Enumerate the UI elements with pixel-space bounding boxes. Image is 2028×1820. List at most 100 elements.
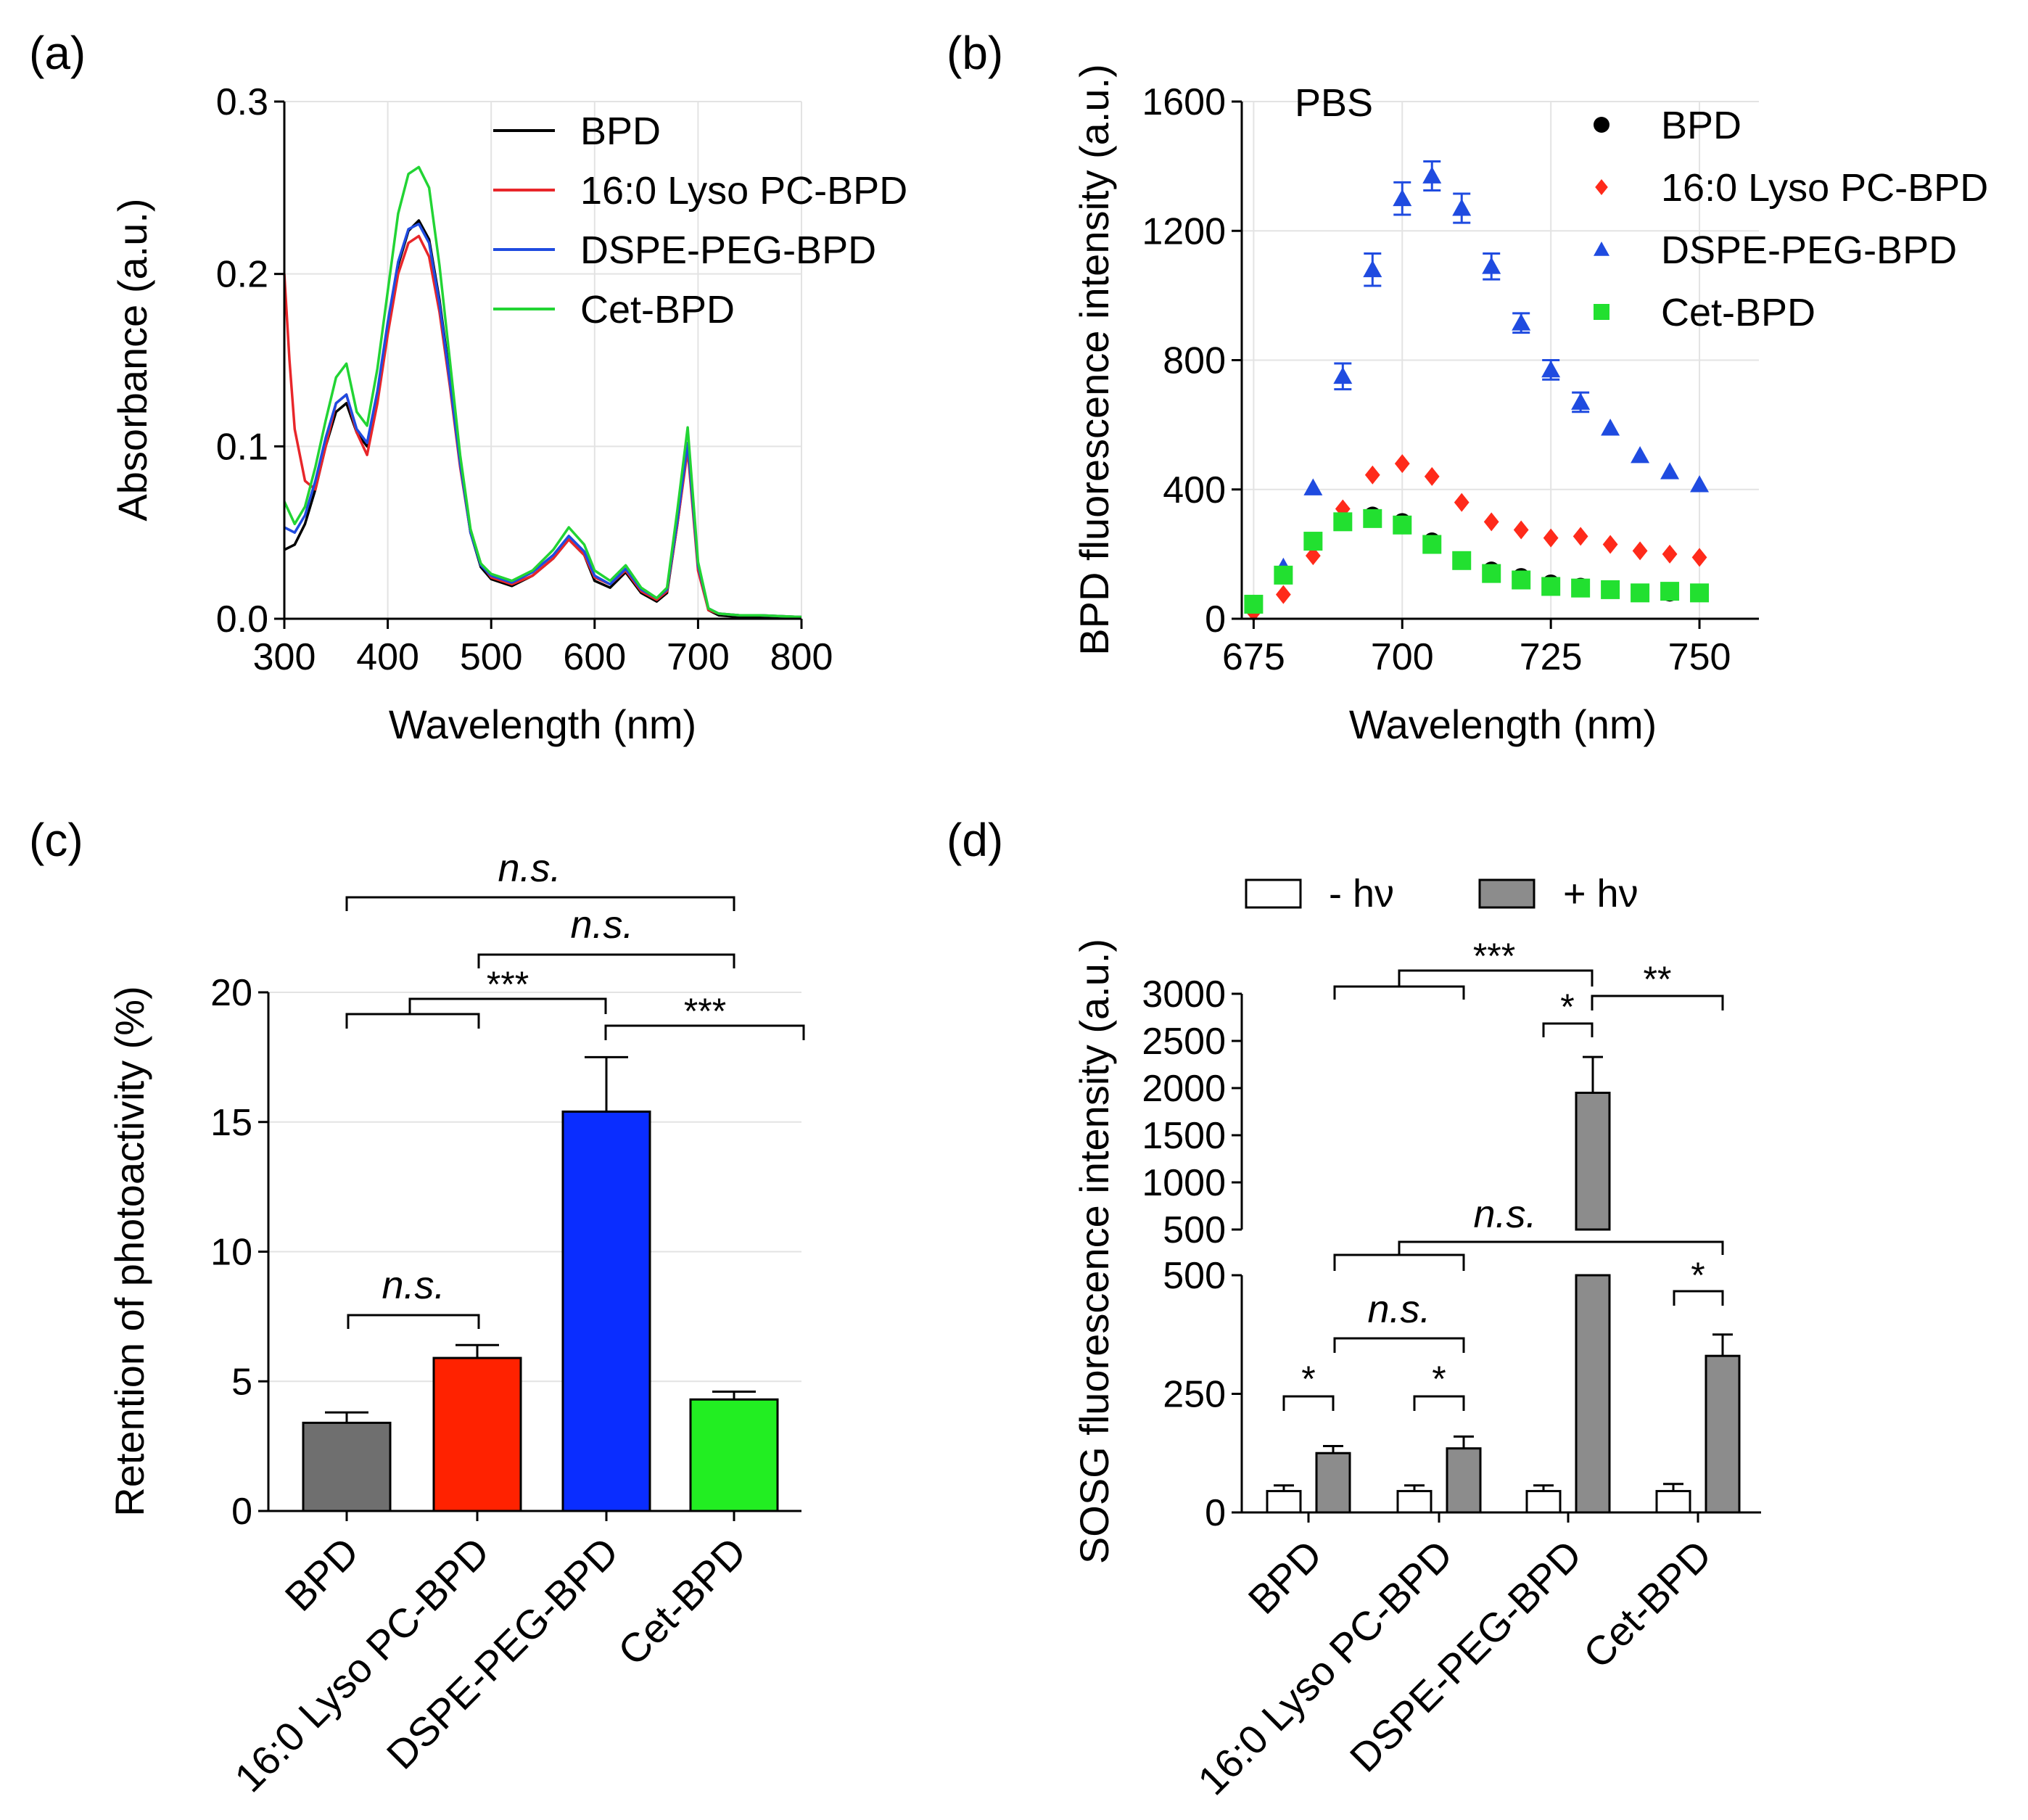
panel-label-a: (a) (29, 27, 86, 79)
legend-marker-b-0 (1594, 117, 1609, 133)
bar-d-0-2 (1525, 1490, 1562, 1514)
point-b-2 (1690, 475, 1710, 493)
legend-label-b-1: 16:0 Lyso PC-BPD (1661, 166, 1988, 210)
bracket-d-bpd-lyso (1333, 1337, 1465, 1353)
y-tick-label-a: 0.1 (216, 426, 268, 468)
x-axis-label-b: Wavelength (nm) (1349, 701, 1657, 747)
y-tick-label-d-upper: 2000 (1142, 1068, 1226, 1110)
bracket-bpd-lyso-group (345, 1013, 480, 1029)
y-tick-label-b: 1600 (1142, 81, 1226, 123)
bracket-group-dspe (408, 997, 607, 1014)
legend-label-minus-hv: - hν (1329, 872, 1394, 915)
point-b-2 (1363, 260, 1382, 278)
point-b-1 (1572, 527, 1588, 546)
x-tick-label-b: 675 (1222, 636, 1285, 678)
panel-label-b: (b) (947, 27, 1003, 79)
sig-d-lyso-pair: * (1432, 1359, 1446, 1399)
y-tick-label-c: 0 (231, 1491, 252, 1533)
point-b-3 (1571, 578, 1591, 598)
bar-d-lower-1-2 (1575, 1274, 1611, 1514)
x-tick-label-b: 725 (1520, 636, 1583, 678)
y-tick-label-d-upper: 3000 (1142, 973, 1226, 1016)
bar-d-upper-1-2 (1575, 1092, 1611, 1231)
point-b-3 (1244, 594, 1264, 614)
y-axis-label-d: SOSG fluorescence intensity (a.u.) (1071, 939, 1117, 1564)
bar-d-1-3 (1705, 1354, 1741, 1514)
x-tick-label-a: 600 (563, 636, 626, 678)
point-b-2 (1482, 257, 1501, 274)
sig-d-dspe-pair: * (1560, 987, 1574, 1027)
y-tick-label-c: 20 (210, 972, 252, 1014)
point-b-3 (1512, 570, 1531, 590)
point-b-1 (1691, 548, 1707, 567)
x-tick-label-a: 800 (770, 636, 833, 678)
panel-b: (b) 675 700 725 750 0 400 800 1200 1600 PBS Wave… (947, 27, 1988, 747)
legend-label-b-0: BPD (1661, 104, 1741, 147)
legend-swatch-plus-hv (1478, 878, 1536, 909)
point-b-1 (1364, 465, 1380, 485)
bracket-d-lyso-pair (1413, 1395, 1465, 1411)
point-b-1 (1662, 544, 1678, 564)
point-b-2 (1631, 445, 1650, 464)
bracket-d-bpd-pair (1282, 1395, 1335, 1411)
point-b-2 (1452, 199, 1472, 216)
series-line-a-3 (283, 165, 802, 619)
x-tick-label-a: 500 (460, 636, 523, 678)
y-tick-label-c: 10 (210, 1232, 252, 1274)
x-tick-label-b: 750 (1668, 636, 1731, 678)
bracket-dspe-cet (604, 1024, 805, 1040)
bracket-d-cet-pair (1673, 1290, 1724, 1306)
legend-marker-b-2 (1594, 242, 1609, 256)
y-tick-label-a: 0.3 (216, 81, 268, 123)
y-tick-label-b: 400 (1163, 469, 1226, 511)
y-tick-label-d-lower: 250 (1163, 1374, 1226, 1416)
bracket-d-group-dspe (1398, 969, 1594, 987)
bar-d-1-0 (1315, 1452, 1351, 1514)
point-b-1 (1454, 493, 1470, 512)
x-tick-label-d: 16:0 Lyso PC-BPD (1189, 1531, 1461, 1803)
bracket-d-lower-group (1333, 1253, 1465, 1271)
point-b-1 (1632, 541, 1648, 561)
bracket-d-group1 (1333, 985, 1465, 1000)
legend-label-a-2: DSPE-PEG-BPD (580, 228, 876, 272)
significance-brackets-c: n.s. n.s. *** *** n.s. (345, 847, 805, 1329)
bar-c-3 (689, 1398, 779, 1512)
sig-d-bpd-pair: * (1301, 1359, 1315, 1399)
legend-marker-b-3 (1594, 304, 1609, 320)
x-tick-label-a: 700 (667, 636, 730, 678)
x-tick-label-c: DSPE-PEG-BPD (378, 1528, 627, 1778)
y-tick-label-d-lower: 0 (1205, 1492, 1226, 1534)
sig-group-dspe: *** (487, 964, 529, 1005)
bar-d-0-0 (1266, 1490, 1302, 1514)
y-tick-label-a: 0.2 (216, 254, 268, 296)
panel-label-d: (d) (947, 814, 1003, 866)
y-axis-label-a: Absorbance (a.u.) (110, 198, 155, 521)
bracket-bpd-lyso (347, 1314, 480, 1329)
legend-swatch-minus-hv (1245, 878, 1302, 909)
sig-d-dspe-cet: ** (1644, 959, 1672, 1000)
point-b-3 (1452, 551, 1472, 570)
x-tick-label-b: 700 (1371, 636, 1434, 678)
point-b-2 (1512, 313, 1531, 331)
legend-label-a-1: 16:0 Lyso PC-BPD (580, 169, 907, 213)
bar-c-1 (432, 1356, 522, 1512)
x-tick-label-d: Cet-BPD (1575, 1531, 1720, 1677)
x-axis-label-a: Wavelength (nm) (389, 701, 696, 747)
sig-d-cet-pair: * (1691, 1255, 1705, 1296)
y-tick-label-c: 15 (210, 1102, 252, 1144)
y-tick-label-c: 5 (231, 1361, 252, 1403)
legend-label-a-0: BPD (580, 110, 661, 153)
point-b-2 (1393, 189, 1412, 207)
y-axis-label-c: Retention of photoactivity (%) (107, 986, 152, 1516)
panel-a: (a) 300 400 500 600 700 800 0.0 0.1 0.2 0.3 Wavel… (29, 27, 907, 747)
legend-a: BPD 16:0 Lyso PC-BPD DSPE-PEG-BPD Cet-BPD (493, 110, 907, 332)
point-b-3 (1690, 583, 1710, 603)
point-b-3 (1363, 508, 1382, 528)
point-b-2 (1660, 462, 1680, 479)
point-b-1 (1513, 520, 1529, 540)
point-b-2 (1333, 366, 1353, 384)
sig-dspe-cet: *** (684, 991, 726, 1032)
legend-label-b-3: Cet-BPD (1661, 291, 1815, 334)
